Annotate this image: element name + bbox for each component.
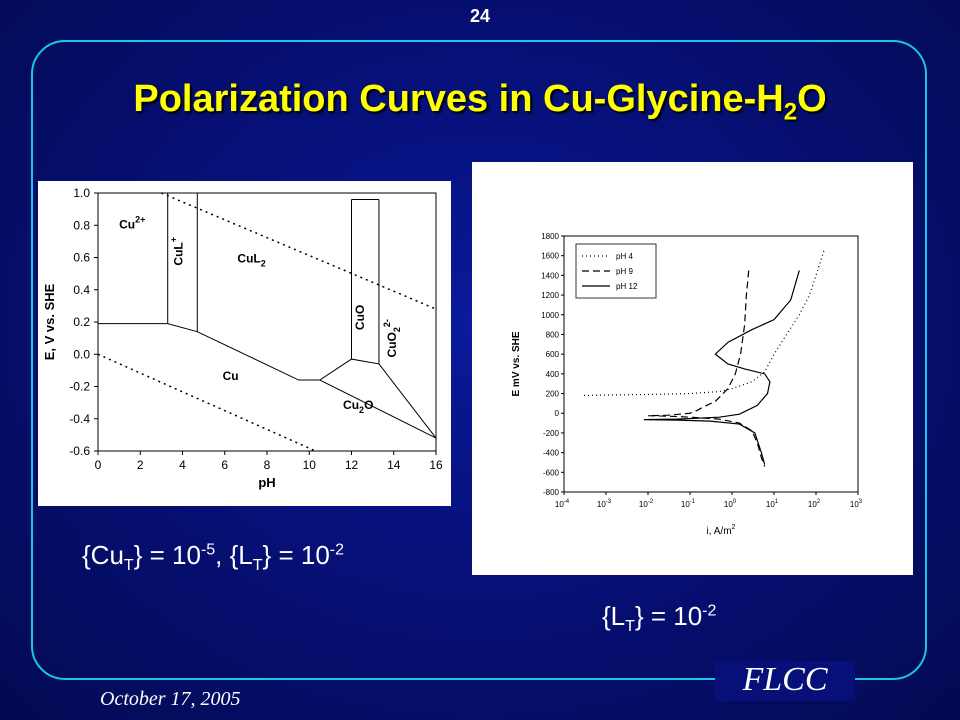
x-tick-label: 12 (345, 458, 359, 472)
x-tick-label: 0 (95, 458, 102, 472)
x-tick-label: 6 (221, 458, 228, 472)
x-tick-label: 10 (303, 458, 317, 472)
caption-exponent: -5 (200, 541, 216, 559)
x-tick-label: 4 (179, 458, 186, 472)
caption-text: {Cu (82, 540, 124, 570)
x-tick-label: 10-1 (681, 499, 696, 509)
x-tick-label: 14 (387, 458, 401, 472)
title-end: O (797, 78, 827, 120)
y-tick-label: 200 (546, 390, 560, 399)
legend-entry: pH 4 (616, 252, 633, 261)
region-label: CuL+ (169, 237, 186, 266)
y-tick-label: -800 (543, 488, 560, 497)
y-tick-label: -0.2 (69, 380, 90, 394)
series-line (643, 270, 800, 465)
region-label: CuO22- (382, 319, 402, 357)
y-tick-label: 0.0 (73, 347, 90, 361)
caption-exponent: -2 (329, 541, 345, 559)
series-line (647, 270, 766, 467)
y-tick-label: -200 (543, 429, 560, 438)
phase-boundary (319, 379, 437, 439)
legend-box (575, 243, 657, 299)
pourbaix-diagram: 0 2 4 6 8 10 12 14 16 1.0 0.8 0.6 0.4 0.2 0.0 -0.2 -0.4 -… (42, 186, 443, 490)
caption-subscript: T (625, 618, 635, 636)
y-tick-label: 1.0 (73, 186, 90, 200)
y-tick-label: 600 (546, 350, 560, 359)
date-label: October 17, 2005 (100, 688, 241, 710)
y-tick-label: -600 (543, 468, 560, 477)
flcc-logo: FLCC (742, 661, 828, 698)
slide-title: Polarization Curves in Cu-Glycine-H2O (0, 78, 960, 127)
x-tick-label: 8 (264, 458, 271, 472)
caption-exponent: -2 (702, 602, 717, 620)
caption-text: } = 10 (133, 540, 201, 570)
caption-text: } = 10 (634, 601, 703, 631)
region-label: Cu2+ (119, 214, 145, 231)
title-subscript: 2 (783, 98, 798, 126)
right-caption: {LT} = 10-2 (602, 601, 716, 636)
legend-entry: pH 9 (616, 267, 633, 276)
y-axis-label: E mV vs. SHE (511, 331, 522, 396)
x-tick-label: 10-3 (597, 499, 612, 509)
polarization-chart: 10-4 10-3 10-2 10-1 100 101 102 103 1800 1600 1400… (511, 232, 863, 537)
legend-entry: pH 12 (616, 282, 638, 291)
x-tick-label: 2 (137, 458, 144, 472)
y-tick-label: 1800 (541, 232, 559, 241)
y-tick-label: -400 (543, 449, 560, 458)
x-tick-label: 10-2 (639, 499, 654, 509)
title-text: Polarization Curves in Cu-Glycine-H (133, 78, 784, 120)
y-tick-label: -0.4 (69, 412, 90, 426)
caption-subscript: T (252, 557, 263, 575)
caption-text: } = 10 (262, 540, 330, 570)
x-tick-label: 103 (850, 499, 863, 509)
y-tick-label: 0.4 (73, 283, 90, 297)
y-tick-label: 1400 (541, 271, 559, 280)
caption-text: , {L (215, 540, 253, 570)
region-label: Cu (223, 369, 239, 383)
x-axis-label: i, A/m2 (707, 524, 736, 537)
footer-backdrop (715, 661, 855, 701)
water-stability-line (161, 192, 437, 310)
y-tick-label: 400 (546, 370, 560, 379)
y-tick-label: 0.2 (73, 315, 90, 329)
y-tick-label: 0 (555, 409, 560, 418)
x-tick-label: 101 (766, 499, 779, 509)
x-tick-label: 100 (724, 499, 737, 509)
plot-area (563, 235, 859, 493)
region-label: CuL2 (237, 251, 265, 268)
y-axis-label: E, V vs. SHE (42, 283, 57, 360)
pourbaix-diagram-panel: 0 2 4 6 8 10 12 14 16 1.0 0.8 0.6 0.4 0.2 0.0 -0.2 -0.4 -… (38, 181, 451, 506)
phase-boundary (98, 323, 437, 439)
x-tick-label: 10-4 (555, 499, 570, 509)
page-number: 24 (469, 6, 491, 26)
y-tick-label: 1600 (541, 252, 559, 261)
polarization-chart-panel: 10-4 10-3 10-2 10-1 100 101 102 103 1800 1600 1400… (472, 162, 913, 575)
y-tick-label: 0.8 (73, 218, 90, 232)
x-tick-label: 16 (429, 458, 443, 472)
y-tick-label: 1000 (541, 311, 559, 320)
series-line (584, 248, 826, 397)
region-label: Cu2O (343, 398, 373, 415)
caption-text: {L (602, 601, 626, 631)
x-tick-label: 102 (808, 499, 821, 509)
x-axis-label: pH (258, 475, 275, 490)
slide-frame (31, 40, 927, 680)
region-label: CuO (353, 305, 367, 330)
y-tick-label: -0.6 (69, 444, 90, 458)
caption-subscript: T (123, 557, 134, 575)
water-stability-line (97, 353, 316, 452)
left-caption: {CuT} = 10-5, {LT} = 10-2 (82, 540, 344, 575)
y-tick-label: 0.6 (73, 251, 90, 265)
y-tick-label: 800 (546, 330, 560, 339)
y-tick-label: 1200 (541, 291, 559, 300)
